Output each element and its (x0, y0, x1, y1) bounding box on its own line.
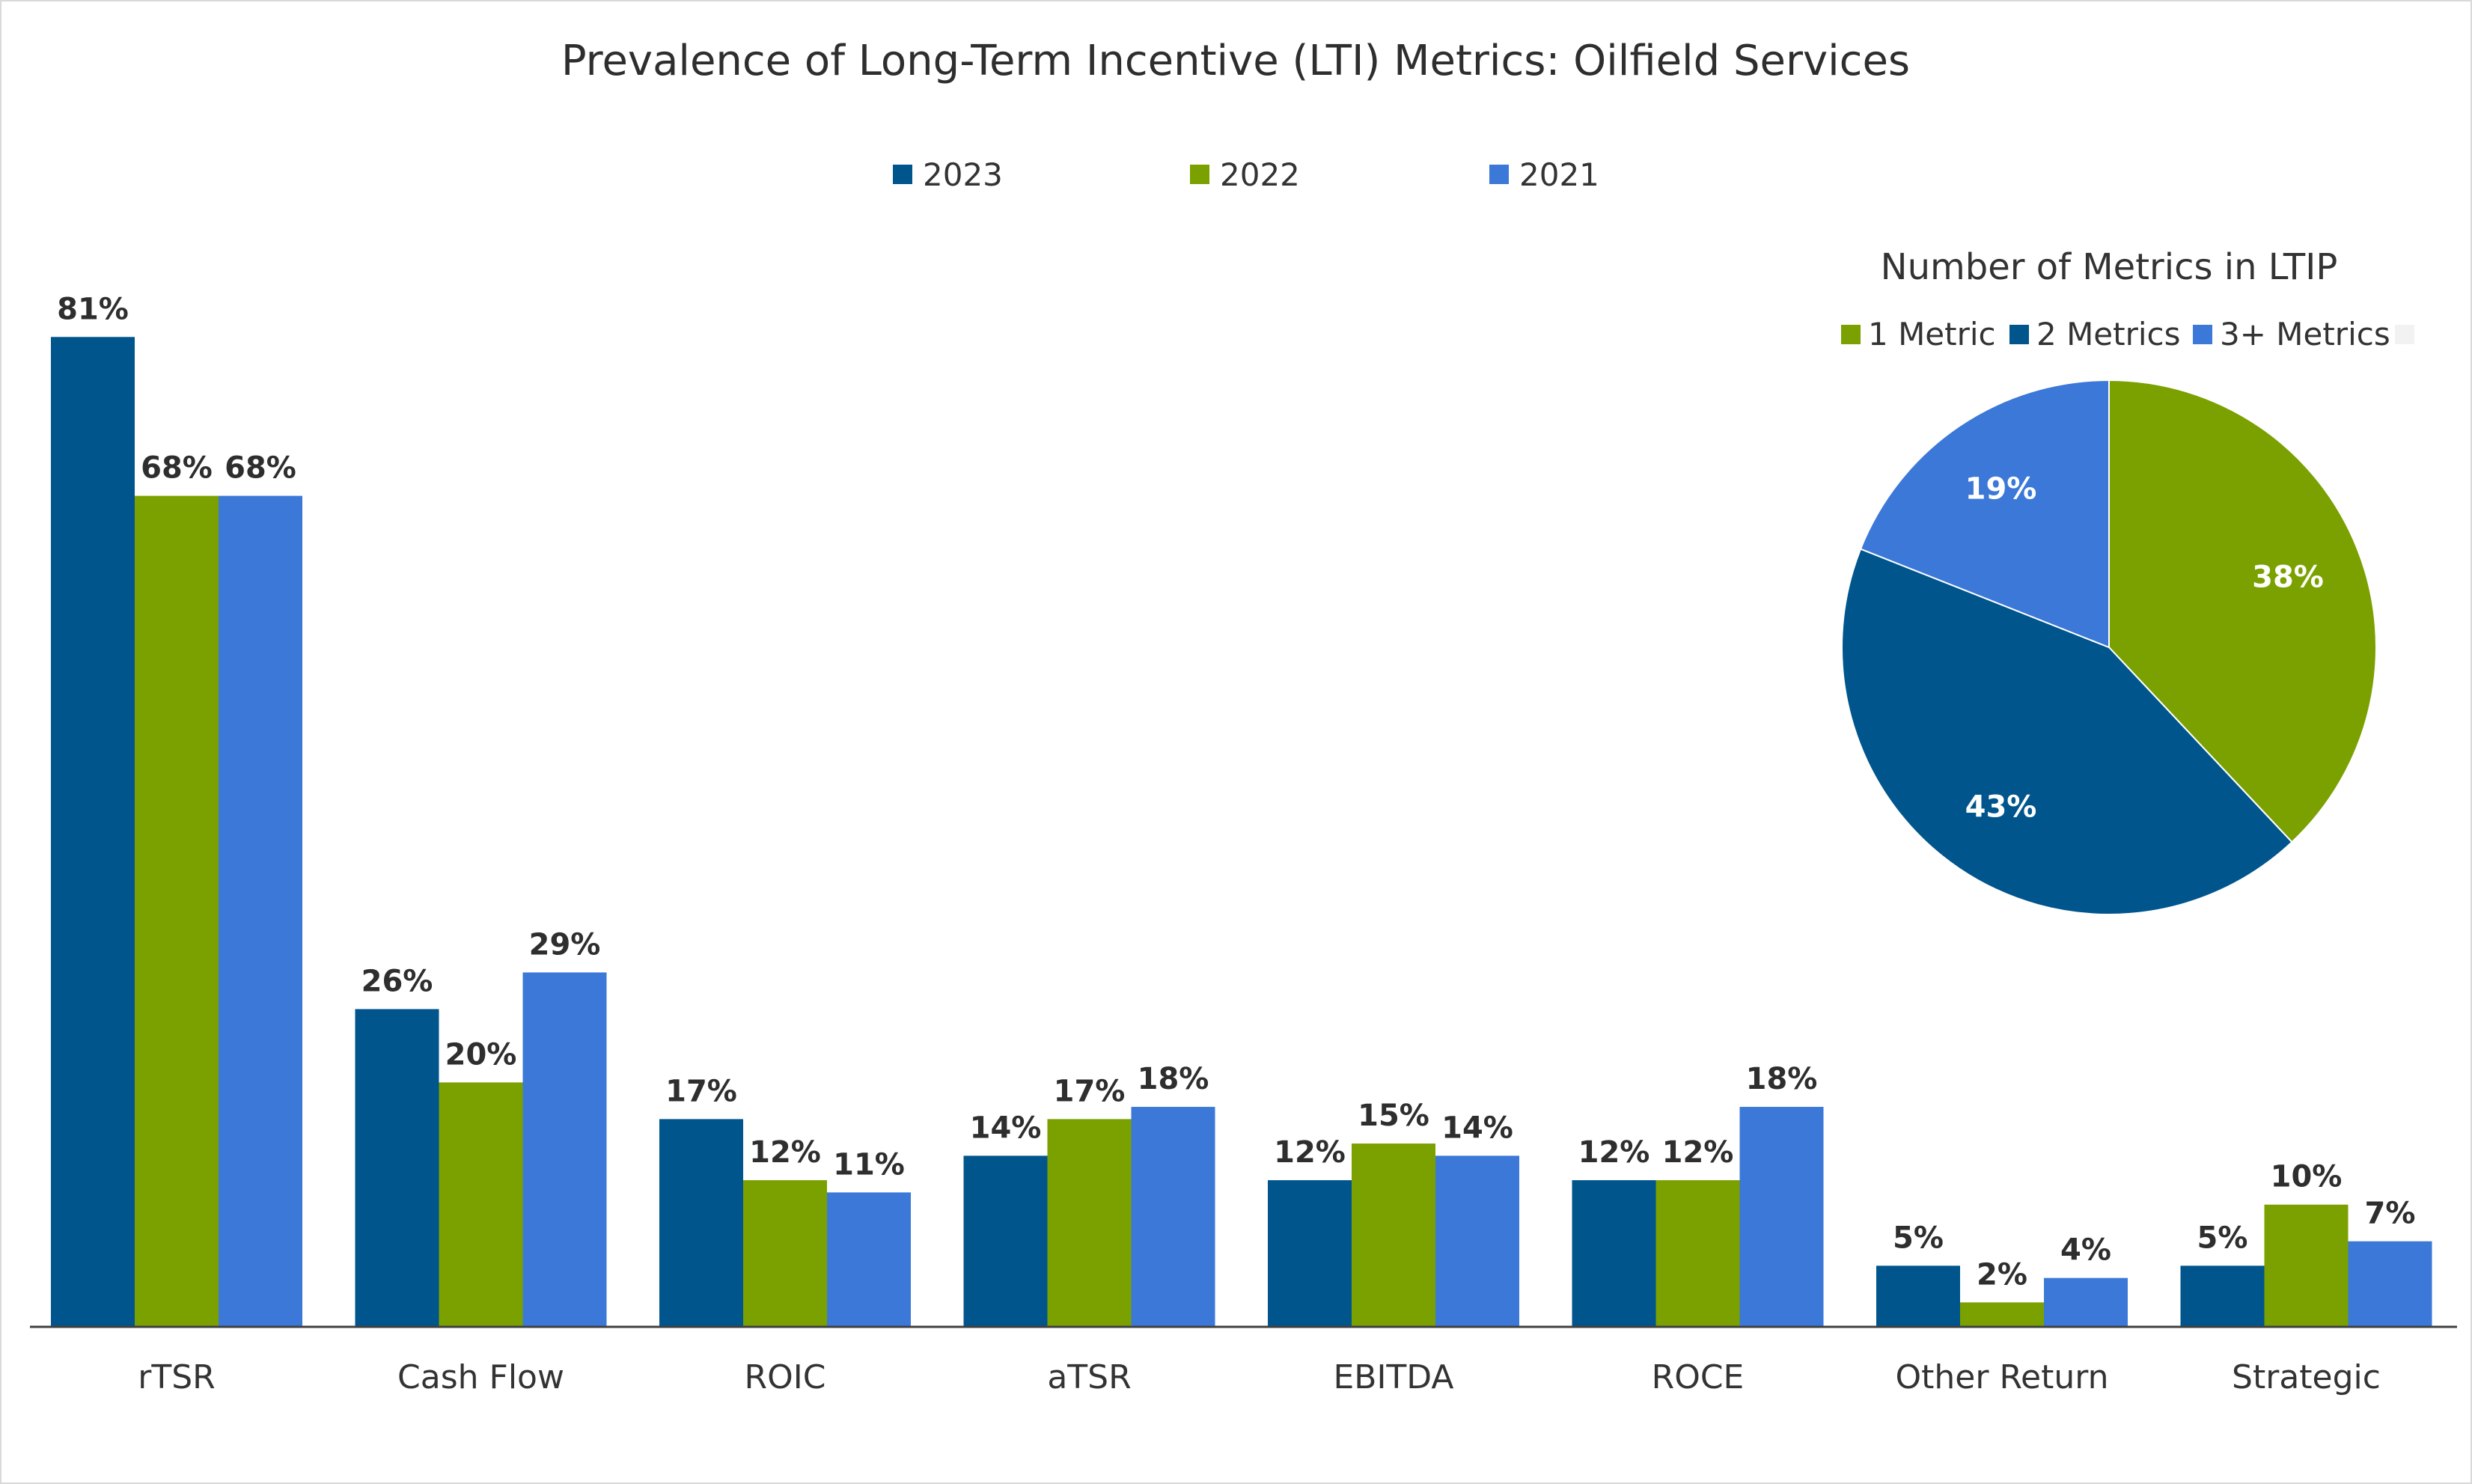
bar-strategic-2023 (2180, 1265, 2265, 1327)
bar-atsr-2022 (1047, 1119, 1132, 1327)
bar-roic-2021 (827, 1192, 911, 1327)
bar-label-roce-2023: 12% (1578, 1135, 1650, 1170)
bar-label-ebitda-2022: 15% (1358, 1099, 1429, 1133)
category-label-roce: ROCE (1652, 1358, 1745, 1396)
category-label-atsr: aTSR (1047, 1358, 1131, 1396)
bar-ebitda-2023 (1268, 1180, 1352, 1327)
bar-label-roic-2023: 17% (665, 1074, 737, 1108)
category-label-cash-flow: Cash Flow (397, 1358, 564, 1396)
bar-label-atsr-2023: 14% (970, 1111, 1042, 1145)
bar-rtsr-2022 (135, 495, 219, 1327)
pie-title: Number of Metrics in LTIP (1881, 246, 2338, 288)
pie-legend: 1 Metric 2 Metrics 3+ Metrics (1841, 316, 2414, 352)
category-label-rtsr: rTSR (138, 1358, 215, 1396)
bar-ebitda-2021 (1435, 1155, 1519, 1327)
bar-label-rtsr-2021: 68% (225, 451, 296, 486)
bar-cash-flow-2021 (522, 972, 607, 1327)
bar-roce-2023 (1572, 1180, 1656, 1327)
bar-roic-2023 (659, 1119, 743, 1327)
chart-title: Prevalence of Long-Term Incentive (LTI) … (561, 37, 1910, 85)
bar-label-rtsr-2022: 68% (141, 451, 213, 486)
bar-label-roce-2021: 18% (1746, 1062, 1818, 1096)
bar-label-cash-flow-2023: 26% (361, 964, 433, 998)
category-label-ebitda: EBITDA (1333, 1358, 1453, 1396)
bar-rtsr-2023 (51, 337, 135, 1327)
bar-label-roce-2022: 12% (1662, 1135, 1734, 1170)
pie-slice-2-metrics (1841, 548, 2293, 915)
bar-label-roic-2022: 12% (749, 1135, 821, 1170)
bar-label-rtsr-2023: 81% (57, 292, 129, 326)
bar-strategic-2021 (2348, 1241, 2432, 1327)
bar-other-return-2023 (1876, 1265, 1960, 1327)
bar-strategic-2022 (2264, 1204, 2349, 1327)
bar-label-other-return-2021: 4% (2060, 1233, 2111, 1268)
pie-slice-1-metric (2108, 379, 2377, 843)
bar-label-other-return-2023: 5% (1893, 1221, 1944, 1255)
pie-legend-swatch-empty (2395, 325, 2414, 344)
bar-label-atsr-2022: 17% (1054, 1074, 1126, 1108)
category-label-roic: ROIC (745, 1358, 826, 1396)
bar-label-cash-flow-2022: 20% (445, 1037, 517, 1072)
legend-swatch-2022 (1190, 165, 1209, 184)
bar-label-ebitda-2021: 14% (1441, 1111, 1513, 1145)
bar-label-ebitda-2023: 12% (1274, 1135, 1346, 1170)
bar-cash-flow-2023 (355, 1009, 439, 1327)
bar-data-labels: 81% 68% 68% 26% 20% 29% 17% 12% 11% 14% 17% 18% 12% 1… (57, 292, 2415, 1292)
bar-label-other-return-2022: 2% (1977, 1257, 2027, 1292)
legend-label-2021: 2021 (1519, 156, 1599, 193)
pie-legend-label-3-metrics: 3+ Metrics (2220, 316, 2390, 352)
pie-legend-swatch-1-metric (1841, 325, 1861, 344)
pie-label-1-metric: 38% (2252, 560, 2324, 594)
bar-legend: 2023 2022 2021 (893, 156, 1599, 193)
bar-label-roic-2021: 11% (833, 1147, 905, 1182)
bar-rtsr-2021 (219, 495, 302, 1327)
legend-label-2022: 2022 (1220, 156, 1300, 193)
pie-data-labels: 38% 43% 19% (1965, 471, 2324, 824)
bar-other-return-2021 (2044, 1277, 2128, 1327)
pie-legend-label-2-metrics: 2 Metrics (2036, 316, 2181, 352)
bar-atsr-2023 (963, 1155, 1048, 1327)
bar-series-group (51, 337, 2432, 1327)
pie-label-3-metrics: 19% (1965, 471, 2037, 506)
legend-swatch-2023 (893, 165, 912, 184)
pie-legend-swatch-2-metrics (2009, 325, 2029, 344)
category-label-strategic: Strategic (2232, 1358, 2381, 1396)
bar-label-strategic-2023: 5% (2197, 1221, 2248, 1255)
pie-label-2-metrics: 43% (1965, 790, 2037, 825)
pie-slice-3-metrics (1859, 379, 2110, 649)
category-labels: rTSR Cash Flow ROIC aTSR EBITDA ROCE Other Ret… (138, 1358, 2381, 1396)
pie-chart (1841, 379, 2377, 915)
pie-legend-label-1-metric: 1 Metric (1868, 316, 1996, 352)
bar-roce-2021 (1739, 1107, 1824, 1327)
category-label-other-return: Other Return (1896, 1358, 2109, 1396)
legend-swatch-2021 (1489, 165, 1509, 184)
bar-label-atsr-2021: 18% (1138, 1062, 1209, 1096)
bar-other-return-2022 (1960, 1302, 2044, 1327)
bar-label-strategic-2021: 7% (2365, 1197, 2416, 1231)
bar-ebitda-2022 (1352, 1143, 1435, 1327)
bar-roic-2022 (743, 1180, 827, 1327)
bar-label-cash-flow-2021: 29% (529, 927, 601, 962)
pie-legend-swatch-3-metrics (2193, 325, 2212, 344)
bar-atsr-2021 (1131, 1107, 1215, 1327)
legend-label-2023: 2023 (923, 156, 1003, 193)
bar-cash-flow-2022 (439, 1082, 523, 1327)
bar-label-strategic-2022: 10% (2271, 1160, 2343, 1194)
bar-roce-2022 (1655, 1180, 1740, 1327)
